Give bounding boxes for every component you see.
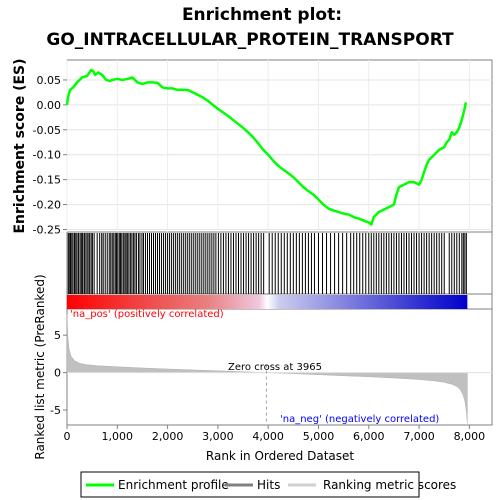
zero-cross-label: Zero cross at 3965 <box>228 362 322 373</box>
metric-y-tick-label: 5 <box>54 329 61 342</box>
gene-hits <box>67 233 467 294</box>
es-y-axis-label: Enrichment score (ES) <box>12 58 28 233</box>
metric-y-tick-label: 0 <box>54 367 61 380</box>
x-axis-ticks: 0 1,000 2,000 3,000 4,000 5,000 6,000 7,000 8,00… <box>64 425 486 443</box>
legend-hits-label: Hits <box>257 478 280 492</box>
pos-label: 'na_pos' (positively correlated) <box>70 309 224 320</box>
es-y-tick-label: -0.05 <box>33 124 61 137</box>
metric-area <box>66 314 468 424</box>
x-axis-label: Rank in Ordered Dataset <box>206 449 354 463</box>
legend: Enrichment profile Hits Ranking metric s… <box>80 471 456 498</box>
legend-metric-label: Ranking metric scores <box>323 478 456 492</box>
x-tick-label: 4,000 <box>252 430 284 443</box>
x-tick-label: 7,000 <box>403 430 435 443</box>
x-tick-label: 2,000 <box>152 430 184 443</box>
metric-y-ticks: 5 0 -5 <box>50 329 67 417</box>
chart-title-line-2: GO_INTRACELLULAR_PROTEIN_TRANSPORT <box>46 30 454 50</box>
x-tick-label: 8,000 <box>454 430 486 443</box>
x-tick-label: 1,000 <box>102 430 134 443</box>
es-line <box>65 68 468 226</box>
es-y-tick-label: 0.05 <box>37 74 62 87</box>
x-tick-label: 5,000 <box>303 430 335 443</box>
es-y-tick-label: -0.25 <box>33 224 61 237</box>
rank-gradient-bar <box>67 295 468 309</box>
es-y-ticks: 0.05 0.00 -0.05 -0.10 -0.15 -0.20 -0.25 <box>33 74 67 237</box>
metric-y-axis-label: Ranked list metric (PreRanked) <box>33 274 47 459</box>
metric-y-tick-label: -5 <box>50 404 61 417</box>
es-y-tick-label: -0.15 <box>33 174 61 187</box>
es-y-tick-label: -0.20 <box>33 199 61 212</box>
x-tick-label: 6,000 <box>353 430 385 443</box>
es-y-tick-label: 0.00 <box>37 99 62 112</box>
ranking-metric-area <box>66 314 492 424</box>
es-panel <box>66 59 493 233</box>
x-tick-label: 3,000 <box>202 430 234 443</box>
x-tick-label: 0 <box>64 430 71 443</box>
es-y-tick-label: -0.10 <box>33 149 61 162</box>
legend-enrichment-label: Enrichment profile <box>118 478 229 492</box>
neg-label: 'na_neg' (negatively correlated) <box>280 414 439 425</box>
chart-title-line-1: Enrichment plot: <box>182 5 342 25</box>
